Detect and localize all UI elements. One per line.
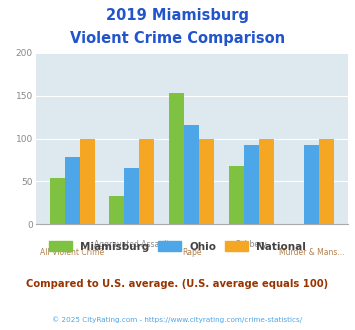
Bar: [304, 146, 319, 224]
Text: 2019 Miamisburg: 2019 Miamisburg: [106, 8, 249, 23]
Bar: [199, 139, 214, 224]
Bar: [80, 139, 94, 224]
Legend: Miamisburg, Ohio, National: Miamisburg, Ohio, National: [49, 241, 306, 252]
Text: © 2025 CityRating.com - https://www.cityrating.com/crime-statistics/: © 2025 CityRating.com - https://www.city…: [53, 316, 302, 323]
Bar: [319, 139, 334, 224]
Bar: [184, 125, 199, 224]
Bar: [125, 168, 140, 224]
Bar: [259, 139, 274, 224]
Bar: [244, 145, 259, 224]
Text: Aggravated Assault: Aggravated Assault: [94, 240, 170, 249]
Text: Robbery: Robbery: [236, 240, 267, 249]
Bar: [169, 93, 184, 224]
Bar: [109, 196, 125, 224]
Text: Murder & Mans...: Murder & Mans...: [279, 248, 344, 257]
Bar: [50, 178, 65, 224]
Text: All Violent Crime: All Violent Crime: [40, 248, 104, 257]
Text: Violent Crime Comparison: Violent Crime Comparison: [70, 31, 285, 46]
Text: Rape: Rape: [182, 248, 201, 257]
Bar: [65, 157, 80, 224]
Bar: [229, 166, 244, 224]
Bar: [140, 139, 154, 224]
Text: Compared to U.S. average. (U.S. average equals 100): Compared to U.S. average. (U.S. average …: [26, 279, 329, 289]
